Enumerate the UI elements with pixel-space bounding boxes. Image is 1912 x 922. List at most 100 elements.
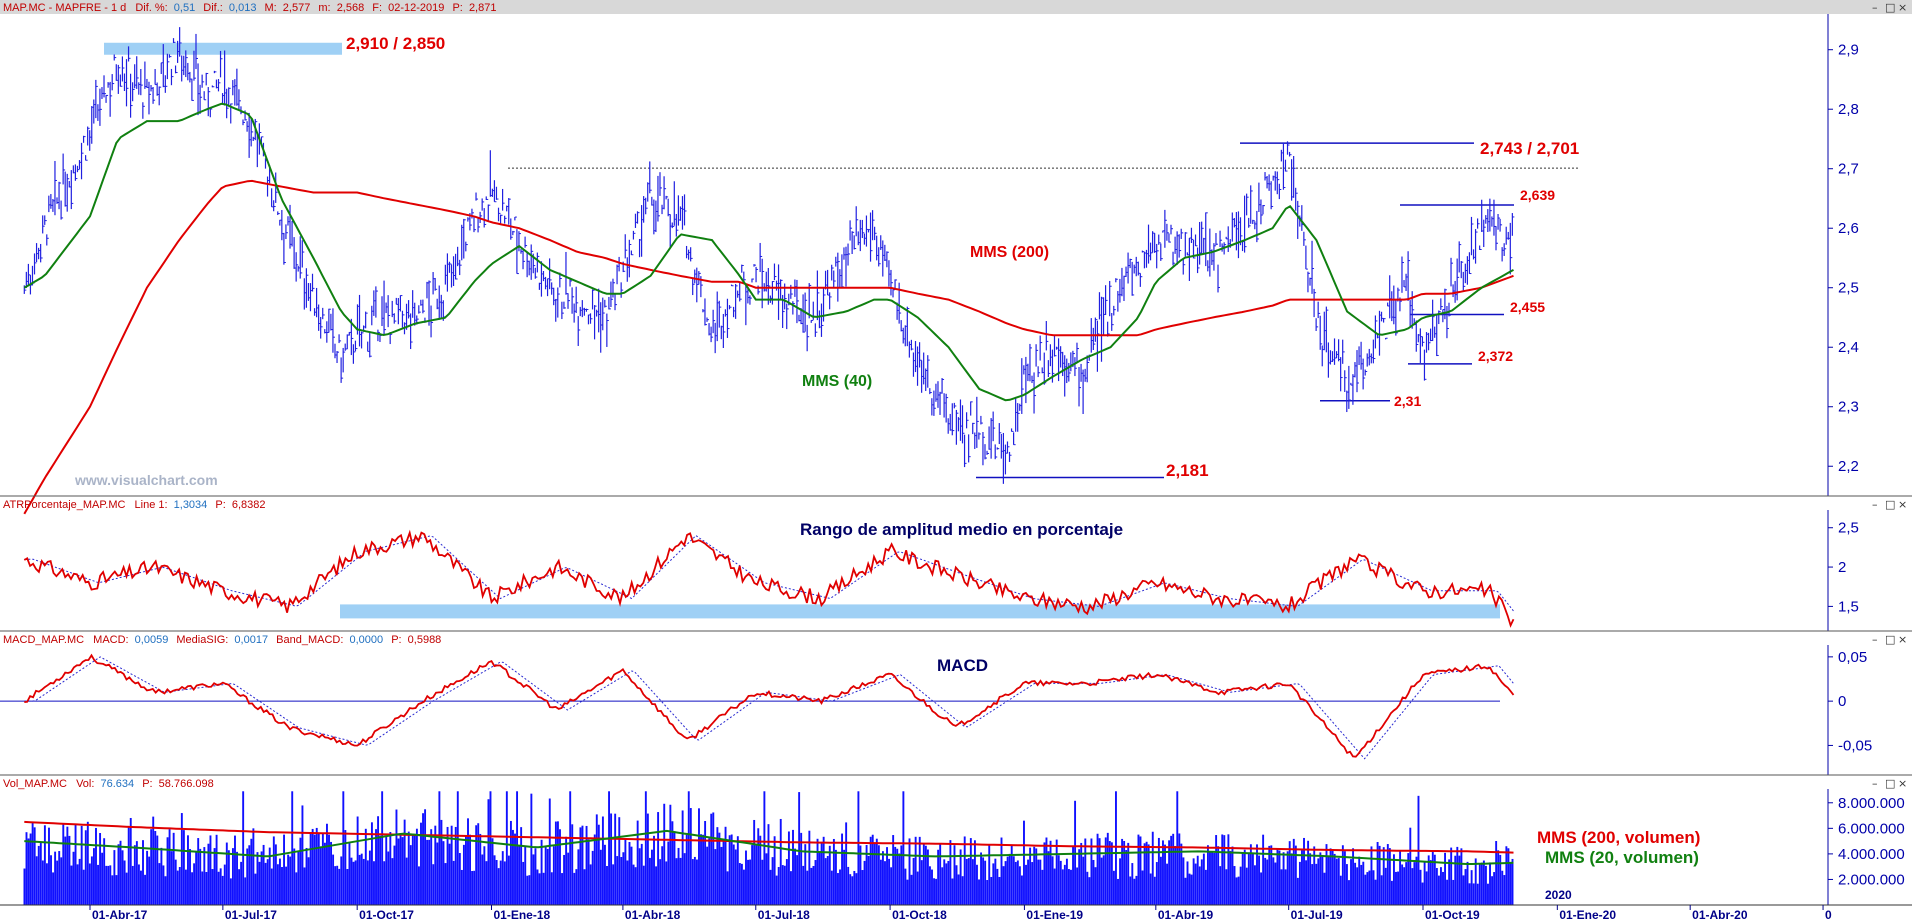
volume-bar — [657, 812, 660, 905]
volume-bar — [1350, 859, 1352, 905]
x-tick-label: 01-Ene-18 — [494, 908, 551, 922]
macd-ytick-label: 0,05 — [1838, 649, 1867, 666]
atr-close-button[interactable]: × — [1898, 498, 1907, 511]
volume-bar — [1446, 879, 1449, 905]
volume-bar — [839, 869, 841, 905]
volume-bar — [1104, 837, 1107, 905]
volume-bar — [704, 821, 707, 905]
volume-bar — [311, 828, 314, 905]
min-value: 2,568 — [337, 2, 365, 14]
volume-bar — [219, 868, 222, 905]
volume-bar — [168, 829, 171, 905]
volume-bar — [624, 838, 627, 905]
volume-bar — [99, 833, 102, 905]
atr-p-label: P: — [215, 499, 225, 511]
price-minimize-button[interactable]: – — [1872, 1, 1878, 14]
volume-bar — [205, 871, 208, 905]
volume-bar — [1139, 836, 1142, 905]
volume-bar — [260, 851, 263, 905]
volume-bar — [256, 852, 259, 905]
volume-bar — [25, 832, 28, 905]
volume-bar — [391, 858, 394, 905]
volume-bar — [1307, 840, 1310, 905]
volume-bar — [949, 840, 952, 905]
atr-restore-button[interactable]: □ — [1885, 498, 1895, 511]
volume-bar — [336, 865, 339, 905]
volume-bar — [174, 859, 177, 905]
volume-bar — [540, 839, 543, 905]
volume-bar — [937, 849, 940, 905]
volume-bar — [841, 833, 844, 905]
price-close-button[interactable]: × — [1898, 1, 1907, 14]
volume-bar — [1356, 867, 1359, 905]
volume-bar — [1162, 840, 1164, 905]
volume-bar — [1031, 862, 1034, 905]
volume-bar — [1464, 869, 1467, 905]
volume-bar — [1384, 867, 1387, 905]
volume-bar — [428, 839, 431, 905]
atr-minimize-button[interactable]: – — [1872, 498, 1878, 511]
volume-bar — [293, 848, 296, 905]
volume-bar — [105, 865, 108, 905]
volume-bar — [550, 872, 553, 905]
volume-bar — [1270, 845, 1273, 905]
volume-bar — [1206, 845, 1209, 905]
vol-close-button[interactable]: × — [1898, 777, 1907, 790]
volume-bar — [1119, 858, 1121, 905]
volume-bar — [636, 820, 639, 905]
volume-bar — [66, 826, 69, 905]
volume-bar — [1067, 869, 1070, 905]
volume-bar — [978, 879, 980, 905]
vol-minimize-button[interactable]: – — [1872, 777, 1878, 790]
volume-bar — [1425, 871, 1428, 905]
volume-bar — [898, 853, 901, 905]
volume-bar — [1472, 883, 1475, 905]
vol-ytick-label: 4.000.000 — [1838, 846, 1905, 863]
volume-bar — [1305, 860, 1308, 905]
volume-bar — [90, 856, 93, 905]
volume-bar — [1149, 873, 1152, 905]
volume-bar — [984, 860, 987, 905]
volume-bar — [60, 857, 63, 905]
difabs-label: Dif.: — [203, 2, 223, 14]
volume-bar — [86, 821, 89, 905]
volume-bar — [945, 863, 948, 905]
volume-bar — [41, 860, 44, 905]
volume-bar — [736, 836, 739, 905]
volume-bar — [532, 854, 535, 905]
volume-bar — [757, 828, 760, 905]
volume-bar — [1115, 791, 1117, 905]
volume-bar — [1325, 844, 1328, 905]
price-restore-button[interactable]: □ — [1885, 1, 1895, 14]
volume-bar — [1102, 855, 1105, 905]
macd-restore-button[interactable]: □ — [1885, 633, 1895, 646]
volume-bar — [1164, 844, 1166, 905]
macd-close-button[interactable]: × — [1898, 633, 1907, 646]
p-label: P: — [452, 2, 462, 14]
volume-bar — [1092, 859, 1095, 905]
volume-bar — [358, 854, 361, 905]
vol-restore-button[interactable]: □ — [1885, 777, 1895, 790]
x-tick-label: 01-Abr-18 — [625, 908, 681, 922]
volume-bar — [730, 834, 733, 905]
macd-minimize-button[interactable]: – — [1872, 633, 1878, 646]
volume-bar — [1121, 838, 1124, 905]
volume-bar — [281, 867, 283, 905]
volume-bar — [693, 856, 696, 905]
volume-bar — [209, 835, 212, 905]
price-ytick-label: 2,7 — [1838, 161, 1859, 178]
volume-bar — [481, 854, 484, 905]
x-tick-label: 01-Ene-19 — [1026, 908, 1083, 922]
volume-bar — [248, 845, 251, 905]
volume-bar — [236, 851, 238, 905]
volume-bar — [593, 834, 596, 905]
volume-bar — [1070, 869, 1072, 905]
volume-bar — [881, 851, 884, 905]
volume-bar — [424, 809, 427, 905]
atr-line-value: 1,3034 — [174, 499, 208, 511]
volume-bar — [1403, 867, 1406, 905]
volume-bar — [832, 838, 835, 905]
volume-bar — [698, 808, 700, 905]
min-label: m: — [318, 2, 330, 14]
annotation-2639: 2,639 — [1520, 187, 1555, 203]
